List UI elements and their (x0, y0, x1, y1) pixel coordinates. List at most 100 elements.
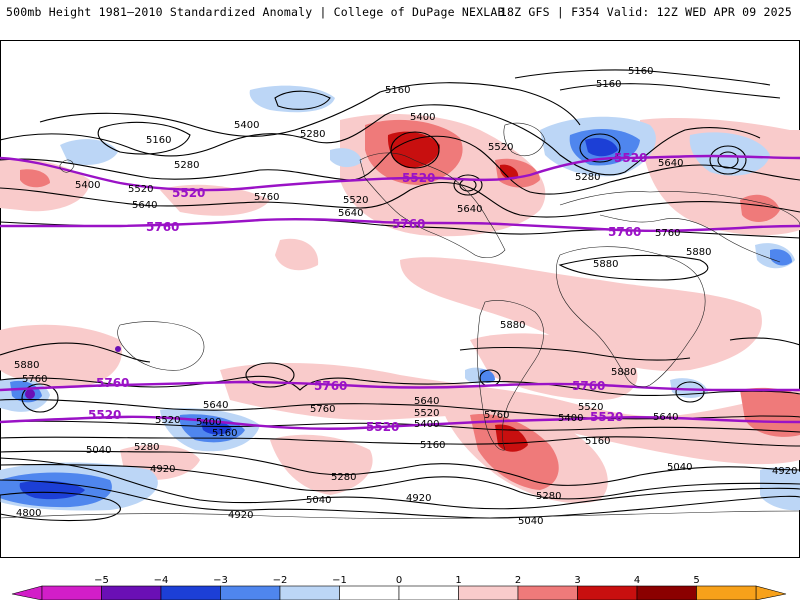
contour-label: 5280 (331, 472, 356, 483)
reference-label: 5760 (608, 225, 641, 239)
model-run-info: 18Z GFS | F354 Valid: 12Z WED APR 09 202… (499, 5, 792, 19)
coastline-antarctica (0, 510, 800, 520)
coastline-eurasia (559, 191, 800, 263)
anomaly-neg2-region (770, 249, 792, 266)
contour-labels: 5160 5160 5160 5160 5280 5280 5280 5400 … (14, 66, 797, 527)
colorbar-tick-label: −3 (213, 575, 228, 586)
contour-label: 5640 (653, 412, 678, 423)
reference-contour-5520-sh (0, 415, 800, 430)
height-contours (0, 69, 800, 522)
contour-label: 5760 (655, 228, 680, 239)
contour-line-5160-nh (559, 83, 781, 99)
contour-loop-nh (709, 145, 747, 175)
contour-label: 5880 (14, 360, 39, 371)
reference-label: 5520 (172, 186, 205, 200)
colorbar-ticks: −5 −4 −3 −2 −1 0 1 2 3 4 5 (94, 575, 700, 586)
contour-label: 5760 (484, 410, 509, 421)
contour-line-5160-nh (97, 121, 191, 155)
anomaly-pos1-region (270, 434, 373, 495)
contour-label: 5640 (338, 208, 363, 219)
coastline-africa (555, 246, 706, 388)
contour-label: 5160 (585, 436, 610, 447)
contour-label: 5760 (310, 404, 335, 415)
contour-label: 5400 (234, 120, 259, 131)
anomaly-pos1-region (470, 333, 638, 400)
colorbar-swatch (160, 585, 221, 601)
anomaly-neg4-core (115, 346, 121, 352)
contour-line-5760-sh (0, 375, 800, 396)
contour-line-5880-nh (558, 254, 709, 281)
colorbar-tick-label: −5 (94, 575, 109, 586)
contour-label: 5400 (75, 180, 100, 191)
contour-label: 5880 (500, 320, 525, 331)
colorbar-swatch (696, 585, 757, 601)
contour-line-4920-sh (0, 479, 800, 519)
colorbar-svg: −5 −4 −3 −2 −1 0 1 2 3 4 5 (11, 575, 787, 601)
contour-label: 5520 (578, 402, 603, 413)
colorbar-swatch (398, 585, 459, 601)
anomaly-pos1-region (275, 238, 319, 271)
colorbar-swatch (101, 585, 162, 601)
contour-label: 5640 (414, 396, 439, 407)
contour-line-4800-sh (0, 491, 121, 522)
anomaly-map: 5160 5160 5160 5160 5280 5280 5280 5400 … (0, 40, 800, 558)
contour-label: 5760 (22, 374, 47, 385)
contour-label: 5640 (658, 158, 683, 169)
colorbar-tick-label: 3 (574, 575, 580, 586)
contour-loop-nh (717, 151, 739, 169)
colorbar-left-arrow (11, 585, 43, 601)
contour-line-5520-nh (0, 135, 800, 195)
contour-line-5280-sh (0, 450, 800, 486)
anomaly-neg1-region (60, 139, 118, 165)
contour-label: 4920 (772, 466, 797, 477)
contour-label: 5160 (420, 440, 445, 451)
contour-line-5280-nh (39, 82, 581, 137)
contour-line-5160-sh (0, 464, 800, 500)
contour-label: 5280 (134, 442, 159, 453)
anomaly-pos3-region (500, 164, 519, 180)
anomaly-pos1-region (400, 257, 762, 371)
colorbar-swatch (458, 585, 519, 601)
contour-line-5400-nh (0, 104, 761, 176)
anomaly-neg2-region (480, 369, 495, 383)
title-bar: 500mb Height 1981–2010 Standardized Anom… (0, 0, 800, 22)
contour-line-5880-sh (0, 342, 151, 363)
reference-label: 5520 (402, 171, 435, 185)
colorbar-swatch (339, 585, 400, 601)
colorbar-tick-label: 2 (515, 575, 521, 586)
contour-label: 5160 (146, 135, 171, 146)
contour-line-5520-sh (0, 420, 800, 433)
contour-label: 5640 (457, 204, 482, 215)
reference-label: 5760 (572, 379, 605, 393)
colorbar-tick-label: 0 (396, 575, 402, 586)
contour-label: 5040 (306, 495, 331, 506)
contour-label: 4920 (150, 464, 175, 475)
contour-line-5160-nh (514, 69, 771, 86)
anomaly-colorbar: −5 −4 −3 −2 −1 0 1 2 3 4 5 (0, 572, 800, 601)
coastline-south-america (476, 300, 544, 451)
contour-loop-sh (675, 381, 705, 403)
contour-label: 5160 (596, 79, 621, 90)
contour-label: 5520 (128, 184, 153, 195)
colorbar-tick-label: 5 (693, 575, 699, 586)
contour-line-5880-sh (459, 346, 691, 361)
contour-line-5160-nh (274, 90, 331, 110)
anomaly-pos3-region (387, 131, 440, 168)
contour-label: 4920 (228, 510, 253, 521)
colorbar-right-arrow (755, 585, 787, 601)
reference-label: 5760 (392, 217, 425, 231)
anomaly-pos1-region (160, 184, 270, 216)
contour-loop-sh (245, 362, 295, 388)
contour-label: 5400 (558, 413, 583, 424)
coastline-north-america (359, 152, 506, 259)
contour-label: 5040 (667, 462, 692, 473)
contour-line-5640-sh (0, 398, 800, 420)
reference-label: 5520 (614, 151, 647, 165)
contour-label: 5520 (155, 415, 180, 426)
coastlines (0, 122, 800, 520)
contour-label: 5400 (196, 417, 221, 428)
contour-label: 5040 (518, 516, 543, 527)
reference-contour-5760-nh (0, 217, 800, 233)
colorbar-swatch (577, 585, 638, 601)
anomaly-pos1-region (0, 324, 122, 389)
